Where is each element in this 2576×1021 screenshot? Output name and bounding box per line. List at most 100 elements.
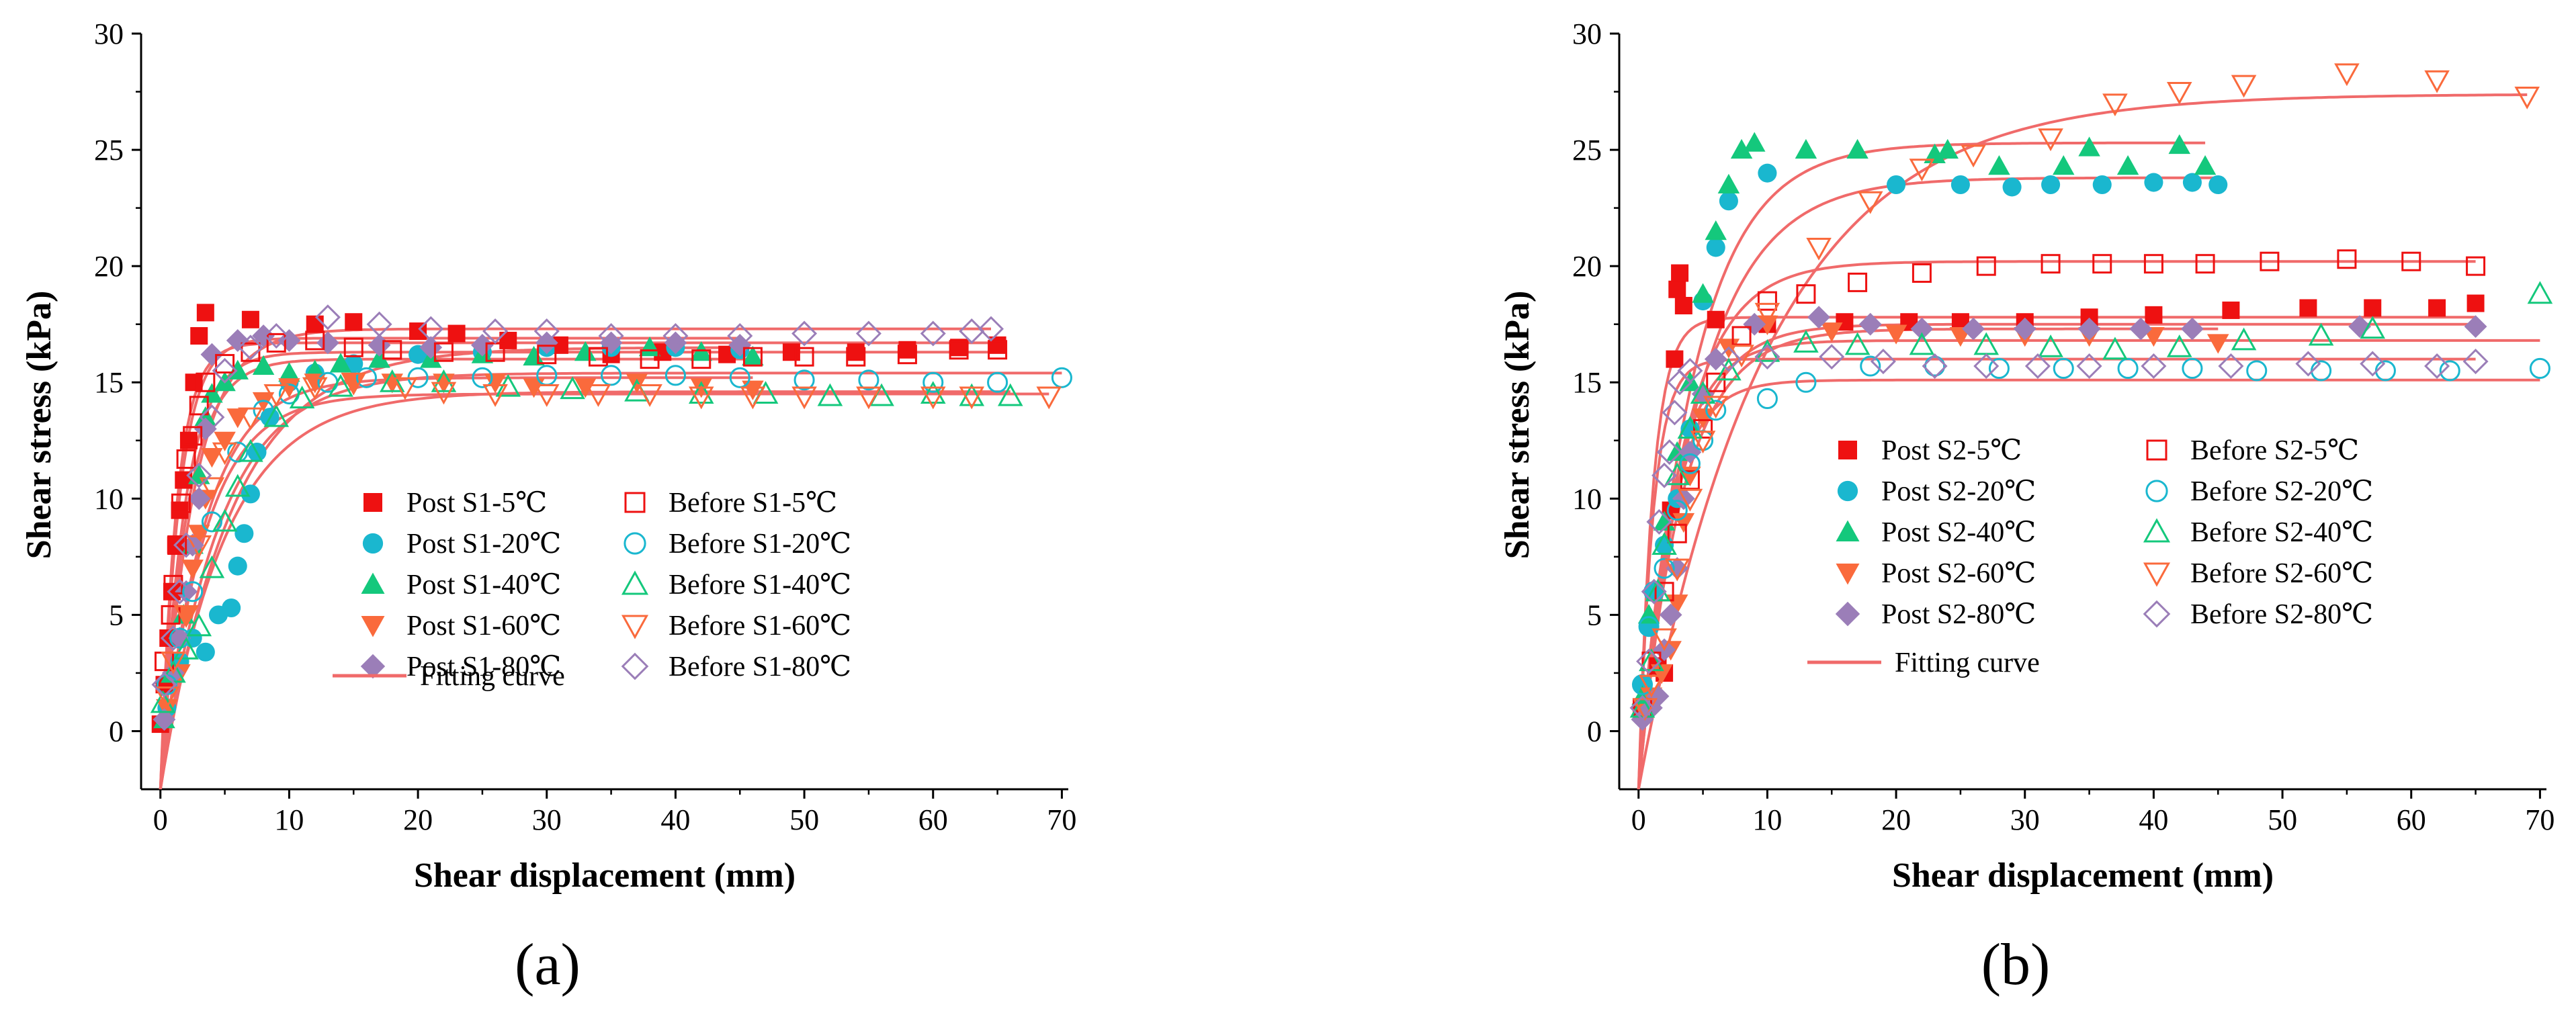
x-tick-label: 30 (532, 803, 562, 836)
data-point (2360, 316, 2386, 339)
data-point (2231, 327, 2257, 351)
legend-label: Post S2-80℃ (1881, 599, 2036, 630)
x-tick-label: 10 (274, 803, 304, 836)
data-point (316, 331, 339, 355)
chart-panel-1: 0 10 20 30 40 50 60 70 0 5 10 15 20 25 30 Shear displac… (20, 17, 1076, 997)
data-point (176, 449, 196, 469)
data-point (1677, 357, 1703, 384)
data-point (186, 462, 212, 488)
data-point (200, 343, 224, 366)
y-tick-label: 10 (1572, 482, 1602, 515)
legend-label: Before S1-20℃ (669, 529, 851, 560)
data-point (167, 578, 193, 605)
data-point (988, 340, 1008, 360)
data-point (201, 511, 222, 533)
data-point (637, 384, 662, 407)
data-point (186, 613, 212, 637)
fitting-curve (159, 341, 998, 789)
y-tick-label: 0 (109, 715, 124, 748)
data-point (2038, 128, 2063, 152)
data-point (151, 672, 177, 698)
data-point (472, 367, 493, 388)
legend-label: Before S2-40℃ (2190, 517, 2373, 548)
data-point (1693, 418, 1713, 439)
data-point (343, 373, 365, 394)
data-point (199, 555, 225, 578)
chart-panel-2: 0 10 20 30 40 50 60 70 0 5 10 15 20 25 30 Shear displac… (1498, 17, 2554, 997)
data-point (959, 383, 985, 406)
data-point (2527, 281, 2553, 304)
data-point (2141, 353, 2167, 380)
legend-label: Before S1-5℃ (669, 488, 837, 519)
data-point (1924, 355, 1946, 377)
legend-marker (360, 654, 386, 679)
legend-marker (2143, 600, 2171, 628)
data-point (537, 345, 557, 365)
legend-label: Post S2-5℃ (1881, 435, 2022, 466)
data-point (161, 652, 186, 674)
data-point (2428, 299, 2446, 317)
data-point (2102, 337, 2128, 360)
data-point (2053, 155, 2075, 175)
data-point (226, 329, 249, 352)
data-point (1719, 191, 1738, 211)
data-point (742, 380, 764, 400)
data-point (1664, 558, 1690, 582)
legend-marker (2145, 480, 2168, 502)
data-point (175, 580, 198, 603)
data-point (1651, 462, 1678, 488)
data-point (2311, 360, 2332, 382)
data-point (186, 535, 212, 558)
data-point (794, 347, 814, 367)
x-tick-label: 60 (2397, 803, 2426, 836)
data-point (2260, 251, 2280, 271)
data-point (169, 627, 191, 649)
data-point (183, 426, 203, 446)
y-tick-label: 30 (1572, 17, 1602, 50)
series-points (1629, 344, 2489, 721)
data-point (471, 333, 494, 357)
data-point (847, 343, 865, 361)
data-point (791, 320, 818, 347)
data-point (2168, 134, 2190, 154)
data-point (2102, 93, 2128, 117)
data-point (1651, 628, 1677, 652)
data-point (2222, 301, 2240, 319)
data-point (175, 606, 198, 626)
data-point (1988, 357, 2010, 380)
x-tick-label: 70 (1047, 803, 1076, 836)
data-point (574, 341, 597, 361)
data-point (277, 329, 301, 352)
y-axis-label: Shear stress (kPa) (20, 291, 58, 560)
data-point (2364, 299, 2382, 317)
data-point (173, 636, 199, 660)
legend-fit-label: Fitting curve (420, 661, 565, 692)
y-tick-label: 25 (1572, 134, 1602, 167)
data-point (189, 396, 209, 416)
data-point (856, 386, 882, 410)
data-point (560, 376, 585, 400)
data-point (664, 331, 687, 355)
data-point (2334, 63, 2360, 87)
legend-label: Before S1-60℃ (669, 611, 851, 641)
series-points (1633, 249, 2486, 718)
data-point (222, 598, 241, 618)
x-tick-label: 70 (2525, 803, 2554, 836)
data-point (179, 431, 198, 449)
data-point (2195, 254, 2215, 274)
data-point (1680, 470, 1700, 490)
data-point (791, 386, 817, 410)
x-axis-label: Shear displacement (mm) (1892, 856, 2274, 895)
data-point (1651, 532, 1677, 556)
data-point (305, 330, 325, 351)
legend-label: Before S1-40℃ (669, 570, 851, 601)
data-point (1654, 558, 1675, 579)
data-point (215, 354, 235, 374)
data-point (2092, 175, 2112, 195)
x-tick-label: 20 (1881, 803, 1911, 836)
data-point (194, 417, 217, 441)
data-point (1754, 344, 1780, 370)
data-point (227, 441, 249, 463)
data-point (2181, 317, 2204, 341)
data-point (626, 373, 648, 394)
